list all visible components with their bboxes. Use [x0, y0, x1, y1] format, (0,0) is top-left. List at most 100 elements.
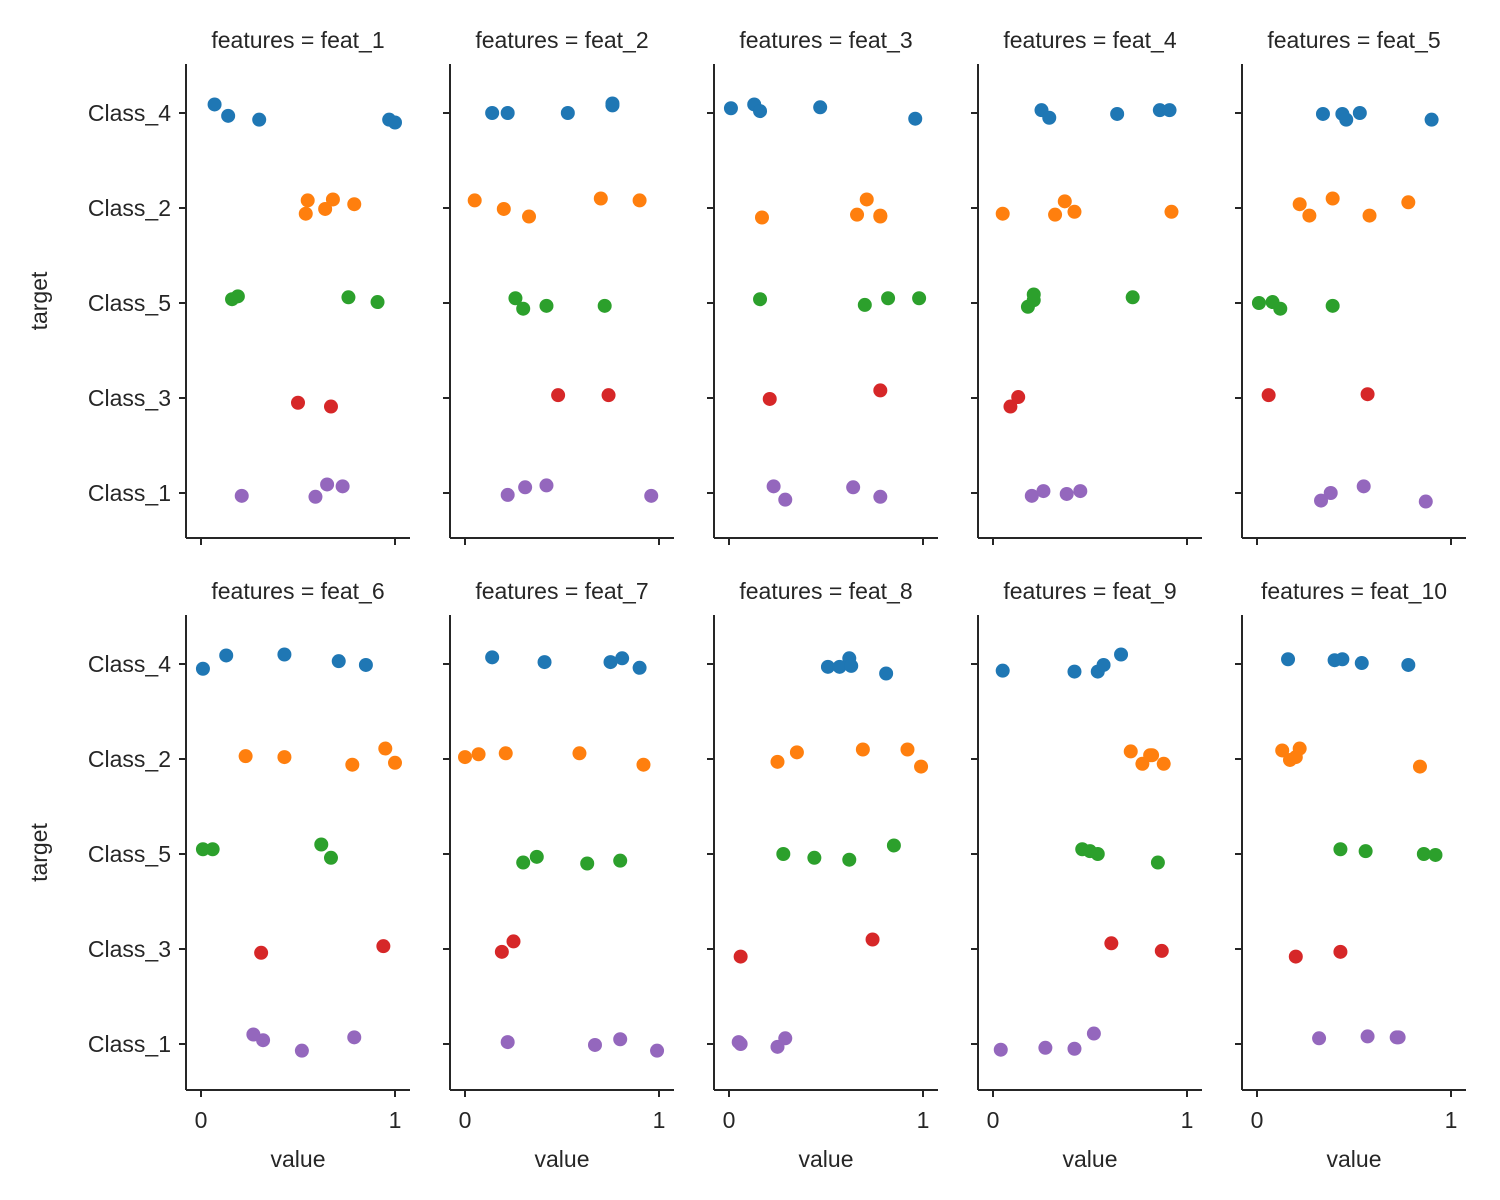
point-class-2 [572, 746, 587, 761]
point-class-5 [529, 849, 544, 864]
point-class-4 [195, 661, 210, 676]
point-class-2 [859, 192, 874, 207]
point-class-1 [993, 1042, 1008, 1057]
point-class-2 [1362, 208, 1377, 223]
point-class-3 [873, 383, 888, 398]
y-tick-label: Class_5 [88, 290, 171, 316]
point-class-1 [650, 1043, 665, 1058]
point-class-5 [1026, 293, 1041, 308]
point-class-3 [1003, 399, 1018, 414]
y-axis-label: target [26, 822, 52, 881]
y-axis-label: target [26, 271, 52, 330]
point-class-4 [820, 659, 835, 674]
point-class-1 [1391, 1030, 1406, 1045]
panel-title: features = feat_6 [211, 578, 384, 604]
x-axis-label: value [1327, 1146, 1382, 1172]
facet-panel-feat_10: features = feat_10 0 1 value [1235, 578, 1466, 1172]
point-class-2 [789, 745, 804, 760]
point-class-4 [879, 666, 894, 681]
point-class-2 [850, 207, 865, 222]
y-tick-label: Class_4 [88, 100, 171, 126]
y-tick-label: Class_3 [88, 385, 171, 411]
point-class-5 [1358, 844, 1373, 859]
point-class-4 [1339, 112, 1354, 127]
x-axis-label: value [535, 1146, 590, 1172]
point-class-2 [873, 209, 888, 224]
x-tick-label: 1 [653, 1107, 666, 1133]
point-class-1 [1360, 1029, 1375, 1044]
point-class-1 [518, 480, 533, 495]
panel-title: features = feat_3 [739, 27, 912, 53]
point-class-4 [1335, 652, 1350, 667]
point-class-2 [388, 755, 402, 770]
point-class-3 [1104, 936, 1119, 951]
panel-title: features = feat_7 [475, 578, 648, 604]
x-tick-label: 1 [917, 1107, 930, 1133]
x-axis-label: value [271, 1146, 326, 1172]
point-class-5 [1150, 855, 1165, 870]
point-class-1 [766, 479, 781, 494]
point-class-4 [813, 100, 828, 115]
point-class-4 [1067, 664, 1082, 679]
point-class-2 [458, 750, 472, 765]
point-class-4 [537, 655, 552, 670]
point-class-1 [1323, 486, 1338, 500]
point-class-4 [1401, 657, 1416, 672]
point-class-4 [1110, 106, 1125, 121]
point-class-5 [1325, 298, 1340, 313]
panel-title: features = feat_5 [1267, 27, 1440, 53]
y-tick-label: Class_5 [88, 841, 171, 867]
point-class-3 [291, 395, 305, 410]
point-class-1 [778, 492, 793, 507]
point-class-4 [1162, 103, 1177, 118]
panel-title: features = feat_10 [1261, 578, 1447, 604]
point-class-5 [886, 838, 901, 853]
facet-panel-feat_9: features = feat_9 0 1 value [971, 578, 1202, 1172]
x-axis-label: value [799, 1146, 854, 1172]
facet-panel-feat_7: features = feat_7 0 1 value [443, 578, 674, 1172]
point-class-5 [1333, 842, 1348, 857]
point-class-1 [320, 477, 335, 492]
point-class-1 [500, 487, 515, 502]
point-class-2 [754, 210, 769, 225]
point-class-3 [601, 388, 616, 403]
point-class-5 [323, 850, 338, 865]
point-class-3 [376, 939, 391, 954]
point-class-2 [467, 193, 482, 208]
y-tick-label: Class_3 [88, 936, 171, 962]
point-class-5 [516, 301, 531, 316]
point-class-5 [597, 298, 612, 313]
point-class-2 [1292, 741, 1307, 756]
point-class-5 [1273, 301, 1288, 316]
point-class-1 [335, 479, 350, 494]
point-class-4 [1281, 652, 1296, 667]
point-class-2 [318, 201, 333, 216]
panel-title: features = feat_8 [739, 578, 912, 604]
panel-title: features = feat_1 [211, 27, 384, 53]
point-class-5 [205, 842, 220, 857]
panel-title: features = feat_2 [475, 27, 648, 53]
point-class-2 [914, 759, 929, 774]
point-class-4 [221, 108, 236, 123]
facet-panel-feat_2: features = feat_2 [443, 27, 674, 545]
point-class-5 [195, 842, 210, 857]
point-class-2 [900, 742, 915, 757]
point-class-4 [723, 101, 738, 116]
point-class-3 [551, 388, 566, 403]
point-class-4 [485, 106, 500, 120]
facet-panel-feat_3: features = feat_3 [707, 27, 938, 545]
point-class-2 [1156, 756, 1171, 771]
point-class-4 [1042, 110, 1057, 125]
point-class-4 [1354, 656, 1369, 671]
point-class-4 [500, 106, 515, 120]
point-class-5 [842, 852, 857, 867]
point-class-1 [308, 489, 323, 504]
point-class-4 [844, 658, 859, 673]
point-class-4 [1424, 112, 1439, 127]
point-class-2 [636, 757, 651, 772]
point-class-2 [632, 193, 647, 208]
point-class-3 [865, 932, 880, 947]
point-class-4 [908, 111, 923, 126]
point-class-5 [1251, 296, 1266, 310]
point-class-3 [1261, 388, 1276, 403]
